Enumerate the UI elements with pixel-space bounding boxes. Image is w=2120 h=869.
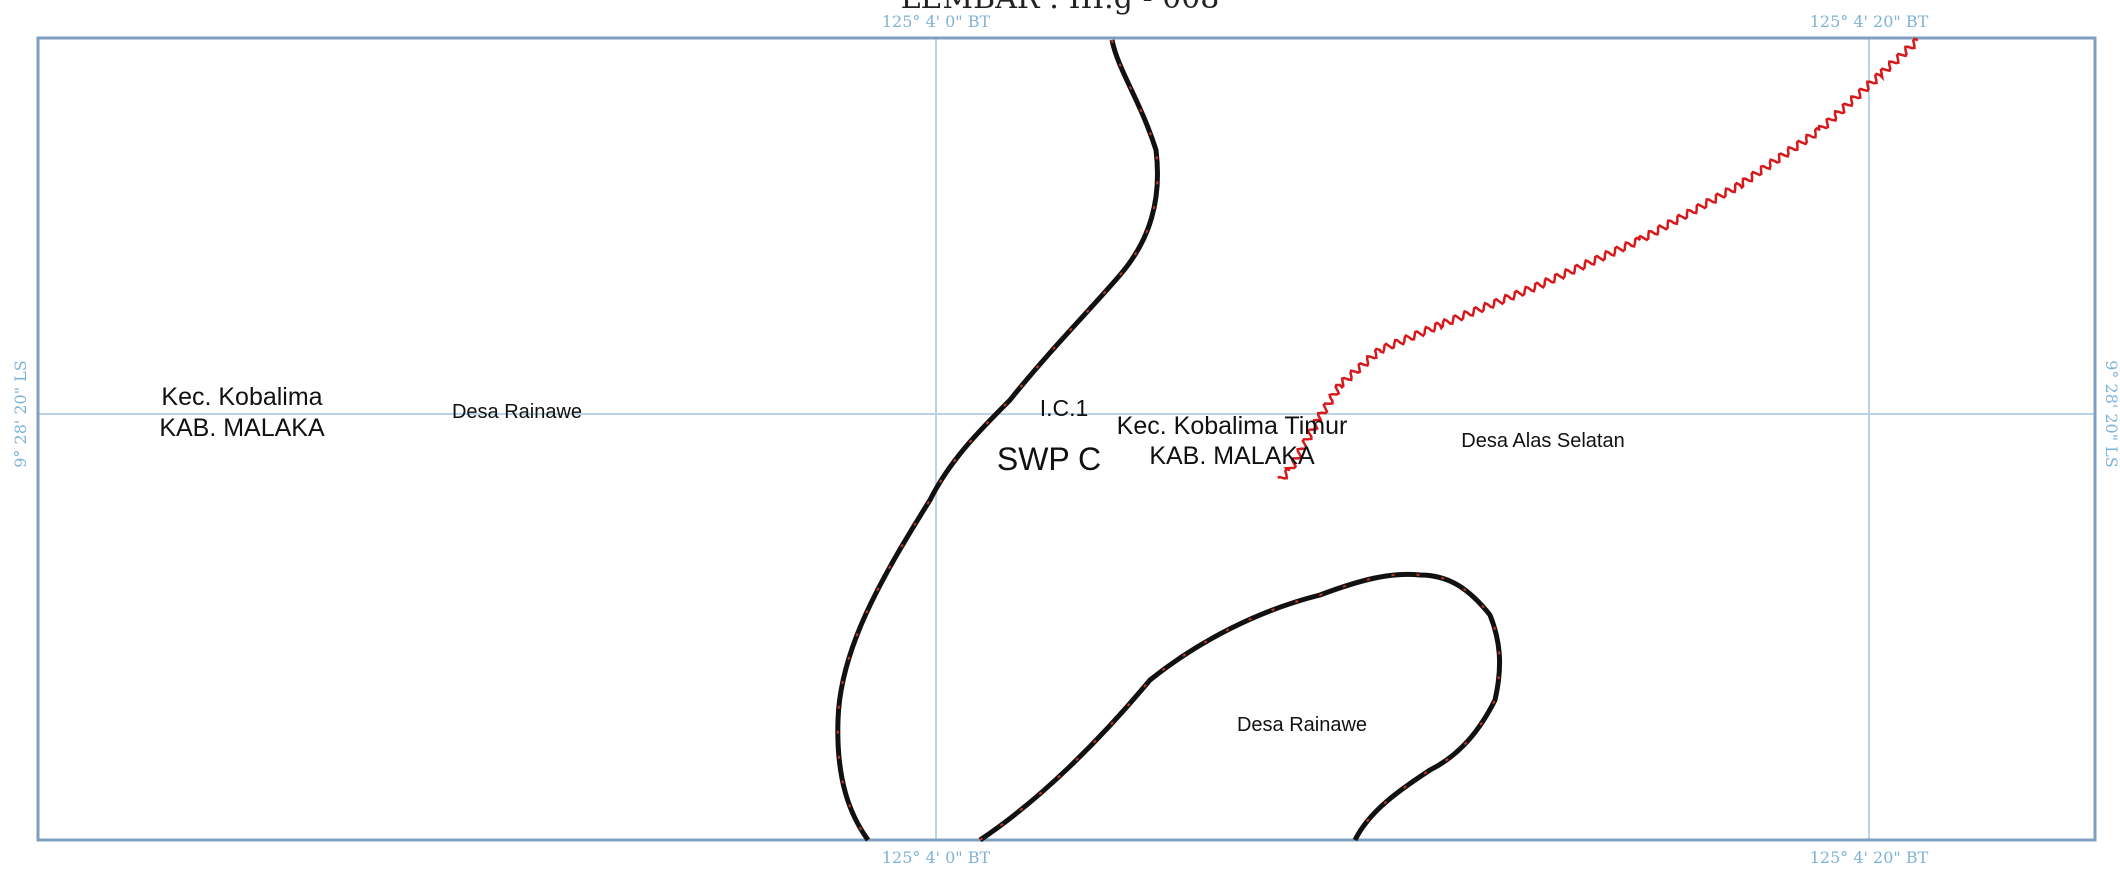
label-swp: SWP C <box>997 441 1101 477</box>
label-desa-alas-selatan: Desa Alas Selatan <box>1461 430 1624 452</box>
label-kab-malaka-west: KAB. MALAKA <box>159 414 325 442</box>
coord-left-lat: 9° 28' 20" LS <box>11 360 30 468</box>
label-kec-kobalima: Kec. Kobalima <box>161 383 322 411</box>
sheet-title: LEMBAR : III.g - 008 <box>901 0 1220 16</box>
graticule <box>38 38 2095 840</box>
coord-top-left-lon: 125° 4' 0" BT <box>882 12 991 31</box>
label-desa-rainawe-west: Desa Rainawe <box>452 401 582 423</box>
label-ic-code: I.C.1 <box>1040 395 1089 421</box>
coord-top-right-lon: 125° 4' 20" BT <box>1810 12 1929 31</box>
label-kec-kobalima-timur: Kec. Kobalima Timur <box>1117 412 1348 440</box>
map-frame <box>36 36 2097 842</box>
coord-bottom-right-lon: 125° 4' 20" BT <box>1810 848 1929 867</box>
coord-bottom-left-lon: 125° 4' 0" BT <box>882 848 991 867</box>
river-line <box>1277 37 1919 480</box>
label-desa-rainawe-south: Desa Rainawe <box>1237 714 1367 736</box>
label-kab-malaka-east: KAB. MALAKA <box>1149 442 1315 470</box>
coord-right-lat: 9° 28' 20" LS <box>2102 360 2120 468</box>
boundary-desa-south <box>978 571 1503 843</box>
boundary-kecamatan-north <box>835 39 1160 842</box>
